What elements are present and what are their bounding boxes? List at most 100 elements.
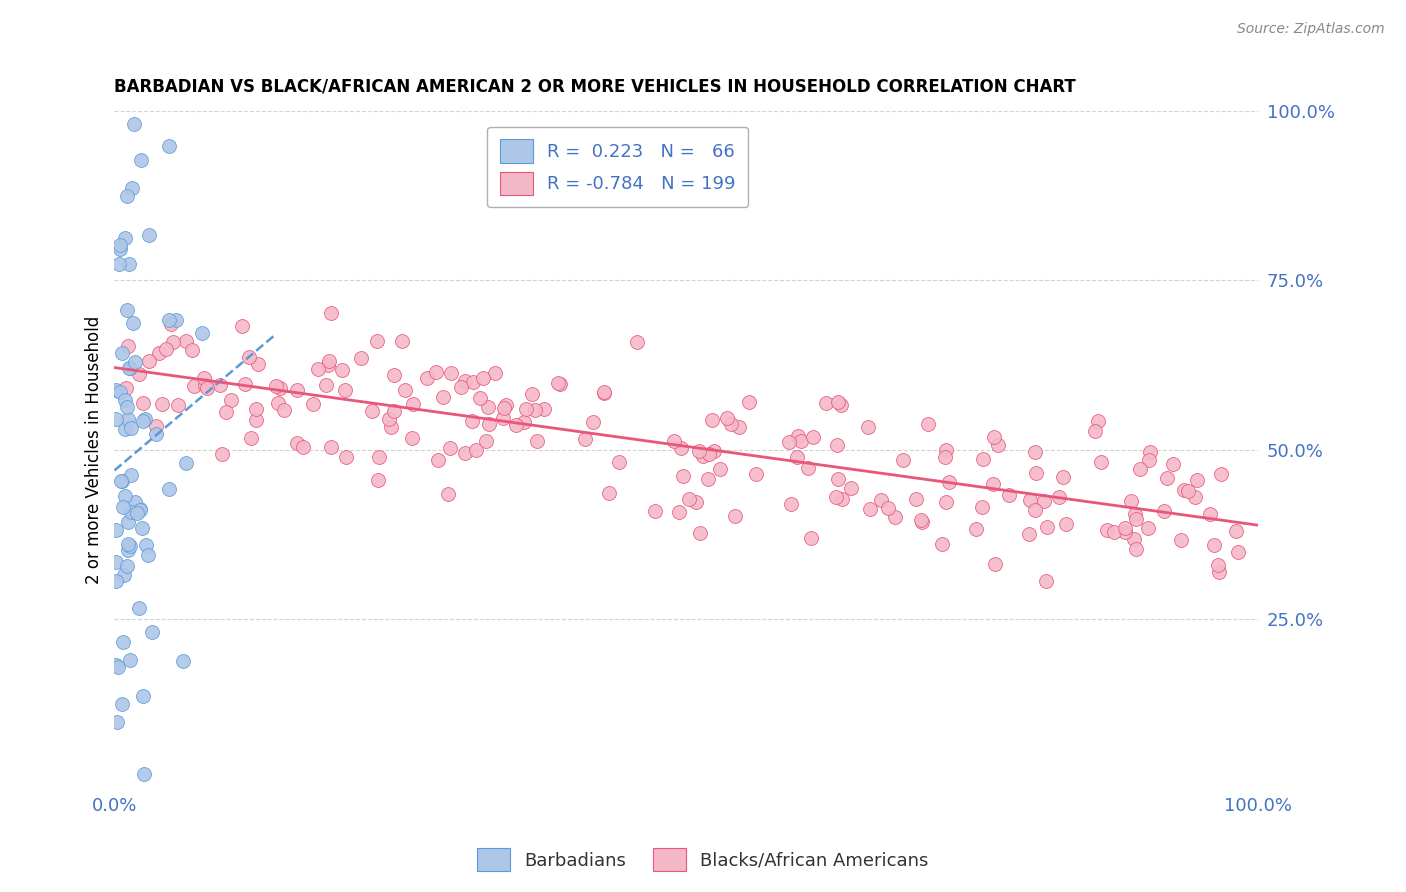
Point (1225, 524, 1247, 538)
Point (1084, 424, 1107, 438)
Point (738, 395, 761, 409)
Point (115, 189, 138, 203)
Point (856, 420, 879, 434)
Point (145, 419, 167, 434)
Point (132, 396, 155, 410)
Point (138, 227, 160, 242)
Point (626, 334, 648, 349)
Point (172, 655, 194, 669)
Point (935, 495, 957, 509)
Point (367, 473, 389, 487)
Point (1122, 533, 1144, 547)
Point (302, 397, 325, 411)
Point (111, 345, 134, 359)
Point (321, 440, 343, 454)
Point (105, 715, 128, 730)
Point (127, 507, 149, 521)
Point (724, 509, 747, 524)
Point (195, 381, 218, 395)
Point (233, 377, 256, 392)
Point (688, 444, 710, 458)
Point (1054, 516, 1077, 531)
Point (454, 446, 477, 460)
Point (607, 455, 630, 469)
Point (114, 230, 136, 244)
Point (122, 117, 145, 131)
Point (366, 334, 388, 348)
Point (402, 397, 425, 411)
Point (440, 366, 463, 380)
Point (1137, 453, 1160, 467)
Y-axis label: 2 or more Vehicles in Household: 2 or more Vehicles in Household (86, 316, 103, 583)
Point (983, 430, 1005, 444)
Point (1139, 445, 1161, 459)
Point (911, 516, 934, 530)
Point (702, 413, 724, 427)
Point (111, 635, 134, 649)
Point (547, 376, 569, 390)
Point (533, 401, 555, 416)
Point (425, 366, 447, 380)
Point (174, 456, 197, 470)
Point (461, 414, 484, 428)
Point (115, 381, 138, 395)
Point (112, 500, 135, 515)
Point (780, 497, 803, 511)
Point (117, 515, 139, 529)
Point (593, 385, 616, 400)
Point (183, 379, 205, 393)
Point (778, 434, 800, 449)
Point (114, 422, 136, 436)
Point (520, 387, 543, 401)
Point (550, 376, 572, 391)
Point (678, 491, 700, 506)
Point (157, 313, 180, 327)
Point (110, 697, 132, 711)
Point (494, 401, 516, 415)
Point (128, 367, 150, 381)
Point (582, 415, 605, 429)
Point (132, 767, 155, 781)
Point (285, 383, 308, 397)
Point (668, 505, 690, 519)
Point (697, 447, 720, 461)
Point (470, 392, 492, 406)
Point (1035, 574, 1057, 588)
Point (427, 453, 450, 467)
Point (478, 417, 501, 431)
Point (105, 658, 128, 673)
Point (709, 461, 731, 475)
Point (273, 403, 295, 417)
Point (859, 502, 882, 516)
Point (174, 334, 197, 348)
Point (1156, 471, 1178, 485)
Point (876, 500, 898, 515)
Point (120, 505, 142, 519)
Point (157, 139, 180, 153)
Point (391, 334, 413, 348)
Point (269, 381, 291, 395)
Point (190, 326, 212, 340)
Point (972, 452, 994, 467)
Point (696, 472, 718, 486)
Point (830, 398, 852, 412)
Point (703, 443, 725, 458)
Point (330, 363, 353, 377)
Point (150, 397, 173, 411)
Point (162, 334, 184, 349)
Point (484, 367, 506, 381)
Point (1208, 565, 1230, 579)
Point (1199, 507, 1222, 521)
Point (211, 447, 233, 461)
Point (1184, 491, 1206, 505)
Point (439, 441, 461, 455)
Point (124, 355, 146, 369)
Point (891, 453, 914, 467)
Point (1123, 508, 1146, 522)
Point (1125, 512, 1147, 526)
Point (285, 435, 308, 450)
Point (797, 461, 820, 475)
Point (335, 383, 357, 397)
Point (1102, 524, 1125, 539)
Point (801, 430, 824, 444)
